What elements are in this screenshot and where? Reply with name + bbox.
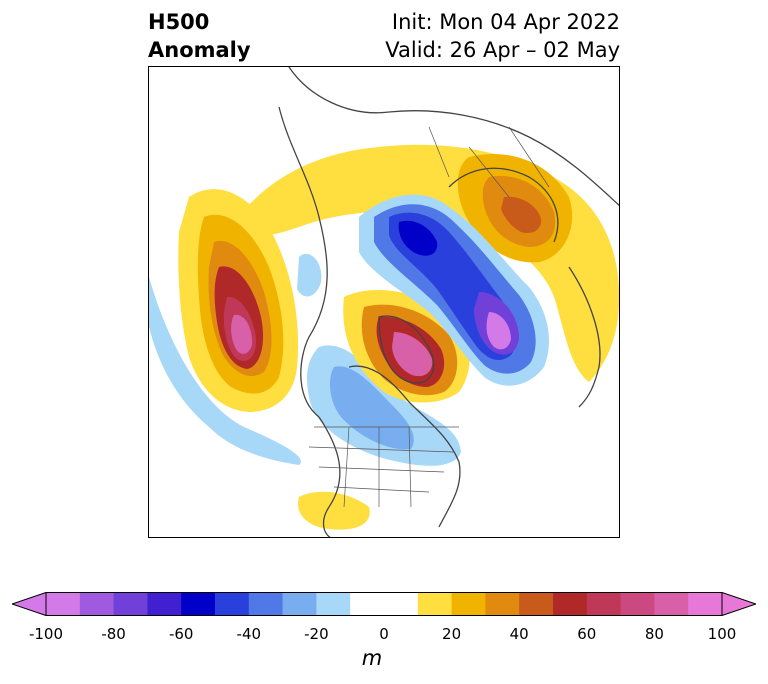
colorbar-cell	[451, 592, 486, 616]
colorbar-cell	[147, 592, 182, 616]
colorbar-cell	[485, 592, 520, 616]
colorbar-extend-high	[722, 592, 756, 616]
map-svg	[149, 67, 619, 537]
colorbar-cell	[248, 592, 284, 616]
colorbar-cell	[316, 592, 351, 616]
anomaly-blue-alaska	[297, 253, 322, 297]
anomaly-pos-arctic-core	[392, 332, 433, 377]
colorbar-tick: 40	[509, 625, 529, 643]
anomaly-blue-pacific	[149, 277, 301, 465]
anomaly-map	[148, 66, 620, 538]
colorbar-cell	[384, 592, 419, 616]
chart-title: H500 Anomaly	[148, 8, 251, 64]
anomaly-pos-pacific-core	[231, 314, 253, 354]
anomaly-yellow-us-south	[298, 491, 370, 530]
colorbar-tick: 80	[644, 625, 664, 643]
anomaly-neg-europe-core1	[398, 220, 438, 256]
border-lines	[308, 126, 550, 508]
anomaly-blue-northamerica-core	[329, 366, 414, 450]
colorbar-cell	[586, 592, 622, 616]
colorbar	[12, 592, 756, 616]
anomaly-pos-siberia-core	[501, 196, 542, 233]
colorbar-cell	[620, 592, 655, 616]
colorbar-tick: 0	[379, 625, 389, 643]
init-date: Init: Mon 04 Apr 2022	[391, 10, 620, 34]
coastline-lines	[278, 67, 619, 537]
colorbar-tick: -60	[168, 625, 194, 643]
chart-dates: Init: Mon 04 Apr 2022 Valid: 26 Apr – 02…	[385, 8, 620, 64]
colorbar-cell	[181, 592, 216, 616]
colorbar-tick: 20	[442, 625, 462, 643]
colorbar-cell	[654, 592, 689, 616]
colorbar-cell	[79, 592, 115, 616]
colorbar-cell	[553, 592, 588, 616]
valid-range: Valid: 26 Apr – 02 May	[385, 38, 620, 62]
colorbar-cell	[688, 592, 723, 616]
colorbar-cell	[282, 592, 317, 616]
colorbar-tick: -80	[101, 625, 126, 643]
colorbar-tick: -20	[304, 625, 329, 643]
colorbar-cell	[350, 592, 385, 616]
colorbar-tick: 100	[707, 625, 737, 643]
colorbar-cell	[417, 592, 453, 616]
colorbar-unit: m	[361, 646, 383, 670]
anomaly-neg-asia-inner	[486, 312, 511, 350]
colorbar-tick: -100	[28, 625, 64, 643]
title-variable: H500	[148, 10, 210, 34]
title-type: Anomaly	[148, 38, 251, 62]
colorbar-cell	[46, 592, 81, 616]
colorbar-cell	[113, 592, 148, 616]
colorbar-cell	[215, 592, 250, 616]
colorbar-extend-low	[12, 592, 46, 616]
colorbar-cell	[519, 592, 554, 616]
colorbar-tick: -40	[236, 625, 262, 643]
colorbar-tick: 60	[577, 625, 597, 643]
